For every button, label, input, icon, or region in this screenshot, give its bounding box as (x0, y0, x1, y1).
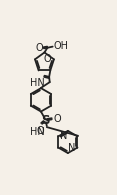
Text: O: O (53, 114, 61, 124)
Text: O: O (35, 43, 43, 53)
Text: HN: HN (30, 78, 45, 88)
Text: S: S (41, 114, 50, 127)
Text: N: N (60, 131, 68, 141)
Text: O: O (36, 126, 44, 136)
Text: O: O (43, 54, 51, 64)
Text: OH: OH (53, 41, 68, 51)
Text: N: N (68, 143, 75, 153)
Text: HN: HN (30, 127, 45, 137)
